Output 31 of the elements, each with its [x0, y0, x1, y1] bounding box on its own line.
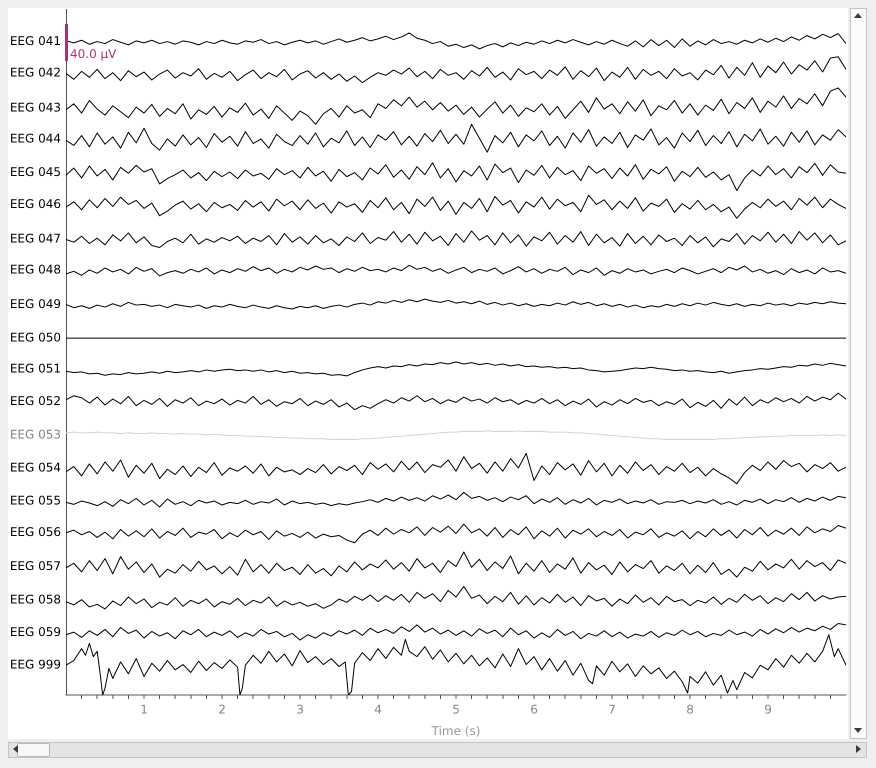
series-label: EEG 046 [10, 197, 61, 212]
series-label: EEG 058 [10, 592, 61, 606]
series-label: EEG 049 [10, 296, 61, 311]
series-label: EEG 041 [10, 34, 61, 48]
x-tick-label: 1 [140, 702, 148, 716]
series-label: EEG 042 [10, 65, 61, 80]
x-tick-label: 8 [686, 702, 694, 716]
x-tick-label: 6 [530, 702, 538, 716]
series-label: EEG 059 [10, 624, 61, 639]
annotation: 40.0 µV [70, 46, 118, 61]
series-label: EEG 047 [10, 231, 61, 246]
x-tick-label: 4 [374, 702, 382, 716]
series-label: EEG 057 [10, 559, 61, 574]
series-label: EEG 048 [10, 262, 61, 277]
series-label: EEG 999 [10, 658, 61, 672]
series-label: EEG 044 [10, 131, 61, 146]
x-axis-title: Time (s) [430, 724, 480, 738]
series-label: EEG 053 [10, 427, 61, 442]
series-label: EEG 055 [10, 493, 61, 508]
x-tick-label: 7 [608, 702, 616, 716]
series-label: EEG 043 [10, 100, 61, 114]
x-tick-label: 5 [452, 702, 460, 716]
series-label: EEG 056 [10, 525, 61, 540]
series-label: EEG 054 [10, 460, 61, 475]
x-tick-label: 3 [296, 702, 304, 716]
series-label: EEG 050 [10, 330, 61, 344]
x-tick-label: 2 [218, 702, 226, 716]
series-label: EEG 052 [10, 394, 61, 408]
series-label: EEG 051 [10, 361, 61, 376]
x-tick-label: 9 [764, 702, 772, 716]
series-label: EEG 045 [10, 165, 61, 180]
